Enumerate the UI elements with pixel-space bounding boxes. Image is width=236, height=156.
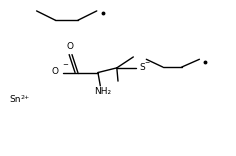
Text: NH₂: NH₂ [94,87,111,96]
Text: S: S [139,63,145,72]
Text: O: O [52,67,59,76]
Text: 2+: 2+ [20,95,29,100]
Text: −: − [62,62,68,68]
Text: O: O [67,42,74,51]
Text: Sn: Sn [9,95,21,104]
Text: −: − [144,59,149,64]
